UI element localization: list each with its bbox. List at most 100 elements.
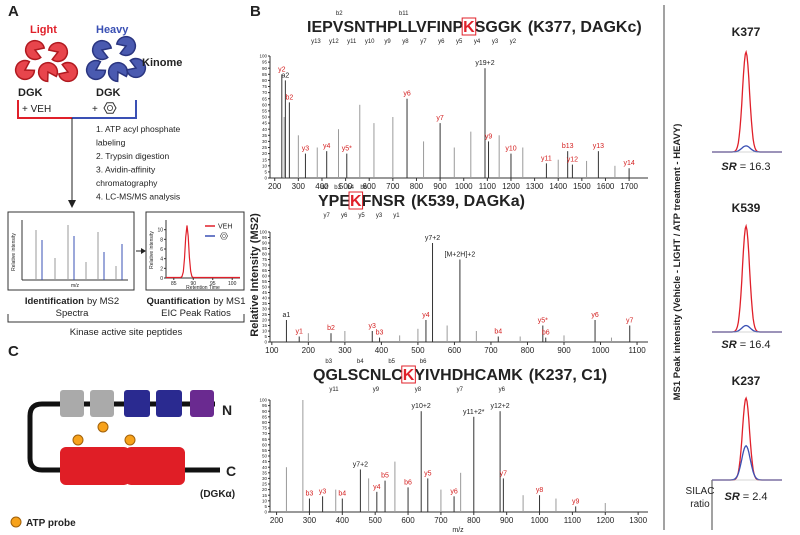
y-tick-label: 5 [264, 170, 267, 175]
fragment-label: y4 [474, 39, 481, 45]
identification-label: Spectra [56, 308, 89, 319]
atp-probe [124, 434, 136, 446]
residue-box [461, 17, 477, 36]
peak-label: y3 [369, 323, 377, 330]
silac-label: SILAC [686, 486, 715, 497]
peak-label: b5 [381, 473, 389, 480]
peak-label: y6 [403, 91, 411, 98]
arrow-head [141, 248, 146, 254]
panel-label: B [250, 3, 261, 20]
fragment-label: b4 [347, 185, 354, 191]
peak-label: y7+2 [353, 461, 368, 468]
fragment-label: b2 [336, 11, 343, 17]
step-text: 3. Avidin-affinity [96, 165, 156, 175]
sr-value: 16.4 [749, 339, 770, 351]
site-label: (K377, DAGKc) [528, 19, 642, 36]
sr-label: SR = 2.4 [724, 491, 767, 503]
fragment-label: y8 [415, 387, 422, 393]
peak-label: y4 [323, 143, 331, 150]
domain [156, 390, 182, 417]
y-tick-label: 50 [262, 115, 268, 120]
y-tick-label: 2 [160, 266, 163, 272]
x-axis-label: m/z [452, 527, 464, 534]
fragment-label: b11 [399, 11, 409, 17]
dgk-label: DGK [96, 87, 121, 99]
sequence-part: QGLSCNLC [313, 367, 403, 384]
peak-label: [M+2H]+2 [445, 252, 476, 259]
light-line [17, 100, 72, 119]
protein-label: (DGKα) [200, 489, 235, 500]
y-tick-label: 80 [262, 420, 268, 425]
steps: 1. ATP acyl phosphate labeling 2. Trypsin … [96, 124, 181, 202]
x-tick-label: 1600 [597, 182, 615, 191]
x-tick-label: 700 [386, 182, 400, 191]
y-tick-label: 60 [262, 442, 268, 447]
x-tick-label: 85 [171, 281, 177, 287]
fragment-label: y3 [376, 213, 383, 219]
y-tick-label: 45 [262, 459, 268, 464]
peak-label: y19+2 [475, 60, 494, 67]
sr-value: 2.4 [752, 491, 767, 503]
sr-sign: = [740, 161, 746, 173]
n-terminus: N [222, 402, 232, 418]
panel-a: A Light Heavy Kinome DGK DGK + VEH + 1. … [7, 3, 246, 338]
panel-eic: MS1 Peak intensity (Vehicle - LIGHT / AT… [663, 5, 782, 530]
c-terminus: C [226, 463, 236, 479]
y-axis-label: MS1 Peak intensity (Vehicle - LIGHT / AT… [672, 124, 683, 401]
x-tick-label: 1700 [620, 182, 638, 191]
plus-label: + [92, 104, 98, 115]
kinome-label: Kinome [142, 57, 182, 69]
y-tick-label: 15 [262, 493, 268, 498]
sr-value: 16.3 [749, 161, 770, 173]
peak-label: y7 [436, 115, 444, 122]
silac-label: ratio [690, 499, 710, 510]
x-tick-label: 200 [302, 346, 316, 355]
peak-label: y1 [296, 329, 304, 336]
heavy-trace [712, 444, 782, 481]
y-tick-label: 100 [259, 54, 267, 59]
y-tick-label: 30 [262, 476, 268, 481]
sr-name: SR [724, 491, 739, 503]
y-tick-label: 40 [262, 296, 268, 301]
y-tick-label: 6 [160, 247, 163, 253]
ms2-x-label: m/z [71, 283, 80, 289]
peak-label: y2 [278, 66, 286, 73]
y-tick-label: 65 [262, 268, 268, 273]
fragment-label: y11 [329, 387, 339, 393]
peak-label: y12 [567, 157, 578, 164]
y-tick-label: 90 [262, 66, 268, 71]
peptide-sequence: YPEKFNSR (K539, DAGKa) [318, 193, 525, 210]
y-tick-label: 40 [262, 127, 268, 132]
y-tick-label: 90 [262, 409, 268, 414]
y-tick-label: 55 [262, 109, 268, 114]
y-tick-label: 70 [262, 431, 268, 436]
peak-label: y14 [623, 160, 634, 167]
light-trace [712, 223, 782, 333]
x-tick-label: 1300 [629, 516, 647, 525]
x-tick-label: 300 [292, 182, 306, 191]
text: by MS2 [87, 296, 119, 307]
x-tick-label: 1100 [564, 516, 582, 525]
y-tick-label: 80 [262, 252, 268, 257]
fragment-label: y7 [420, 39, 427, 45]
fragment-label: y10 [365, 39, 375, 45]
bold-text: Quantification [146, 296, 210, 307]
peak-label: y4 [422, 312, 430, 319]
heavy-trace [712, 324, 782, 333]
heavy-kinases [82, 33, 149, 85]
legend-swatch [10, 516, 22, 528]
x-tick-label: 500 [369, 516, 383, 525]
y-tick-label: 40 [262, 465, 268, 470]
peak-label: a2 [281, 72, 289, 79]
modified-residue: K [403, 367, 415, 384]
x-tick-label: 400 [336, 516, 350, 525]
y-tick-label: 10 [262, 163, 268, 168]
y-tick-label: 65 [262, 96, 268, 101]
x-tick-label: 1000 [455, 182, 473, 191]
light-label: Light [30, 24, 57, 36]
x-tick-label: 400 [315, 182, 329, 191]
x-tick-label: 1300 [526, 182, 544, 191]
x-tick-label: 1400 [549, 182, 567, 191]
peak-label: y10 [505, 146, 516, 153]
